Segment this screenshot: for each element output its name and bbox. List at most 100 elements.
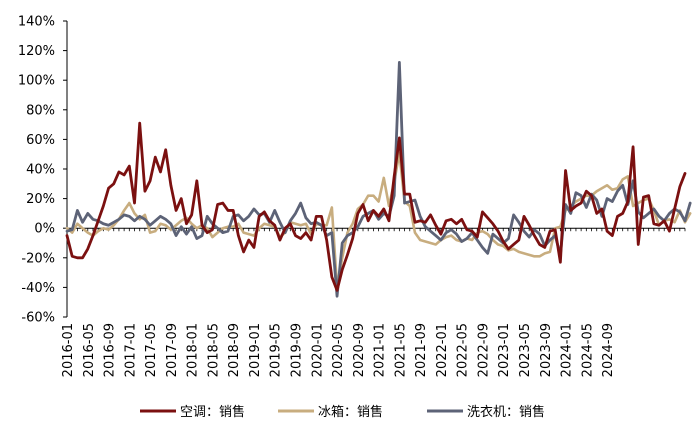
data-point <box>294 234 296 236</box>
data-point <box>346 231 348 233</box>
series-washing-machine-points <box>66 61 692 297</box>
series-refrigerator-line <box>65 151 692 289</box>
data-point <box>102 227 104 229</box>
data-point <box>679 211 681 213</box>
data-point <box>471 239 473 241</box>
data-point <box>144 218 146 220</box>
data-point <box>684 220 686 222</box>
data-point <box>580 194 582 196</box>
data-point <box>206 215 208 217</box>
data-point <box>523 215 525 217</box>
data-point <box>466 237 468 239</box>
data-point <box>310 223 312 225</box>
data-point <box>294 223 296 225</box>
data-point <box>611 200 613 202</box>
data-point <box>164 149 166 151</box>
data-point <box>481 211 483 213</box>
legend-label: 洗衣机：销售 <box>467 404 545 420</box>
data-point <box>325 239 327 241</box>
data-point <box>616 215 618 217</box>
data-point <box>627 175 629 177</box>
data-point <box>284 227 286 229</box>
data-point <box>492 233 494 235</box>
data-point <box>201 234 203 236</box>
data-point <box>180 226 182 228</box>
y-tick-label: 60% <box>26 133 55 148</box>
data-point <box>123 209 125 211</box>
data-point <box>128 165 130 167</box>
data-point <box>87 248 89 250</box>
data-point <box>611 234 613 236</box>
data-point <box>253 246 255 248</box>
data-point <box>227 209 229 211</box>
data-point <box>393 175 395 177</box>
data-point <box>590 194 592 196</box>
data-point <box>232 226 234 228</box>
data-point <box>689 202 691 204</box>
data-point <box>159 171 161 173</box>
data-point <box>450 218 452 220</box>
data-point <box>367 194 369 196</box>
data-point <box>351 237 353 239</box>
x-tick-label: 2023-09 <box>539 323 554 377</box>
data-point <box>564 169 566 171</box>
data-point <box>512 214 514 216</box>
data-point <box>222 202 224 204</box>
data-point <box>92 234 94 236</box>
data-point <box>518 251 520 253</box>
data-point <box>554 228 556 230</box>
data-point <box>227 230 229 232</box>
data-point <box>81 257 83 259</box>
data-point <box>424 226 426 228</box>
data-point <box>533 255 535 257</box>
data-point <box>632 146 634 148</box>
data-point <box>299 224 301 226</box>
data-point <box>87 212 89 214</box>
data-point <box>445 231 447 233</box>
data-point <box>341 242 343 244</box>
data-point <box>414 231 416 233</box>
legend-label: 冰箱：销售 <box>318 404 383 420</box>
data-point <box>128 202 130 204</box>
data-point <box>492 223 494 225</box>
x-tick-label: 2016-05 <box>82 323 97 377</box>
data-point <box>424 221 426 223</box>
data-point <box>190 214 192 216</box>
data-point <box>606 197 608 199</box>
x-tick-label: 2017-01 <box>123 323 138 377</box>
data-point <box>440 233 442 235</box>
data-point <box>159 215 161 217</box>
data-point <box>486 217 488 219</box>
data-point <box>175 234 177 236</box>
data-point <box>372 194 374 196</box>
data-point <box>92 218 94 220</box>
data-point <box>409 193 411 195</box>
data-point <box>190 223 192 225</box>
data-point <box>113 183 115 185</box>
data-point <box>216 227 218 229</box>
data-point <box>175 209 177 211</box>
y-tick-label: -20% <box>21 251 55 266</box>
x-tick-label: 2021-01 <box>373 323 388 377</box>
y-axis: 140% 120% 100% 80% 60% 40% 20% 0% -20% -40% -60% <box>18 15 68 326</box>
data-point <box>185 233 187 235</box>
data-point <box>305 223 307 225</box>
data-point <box>149 224 151 226</box>
data-point <box>538 255 540 257</box>
series-air-conditioner-points <box>66 122 686 292</box>
x-tick-label: 2020-05 <box>331 323 346 377</box>
data-point <box>601 187 603 189</box>
data-point <box>362 203 364 205</box>
data-point <box>585 190 587 192</box>
data-point <box>263 211 265 213</box>
data-point <box>222 231 224 233</box>
x-tick-label: 2022-01 <box>435 323 450 377</box>
data-point <box>294 212 296 214</box>
data-point <box>289 220 291 222</box>
x-tick-label: 2023-01 <box>497 323 512 377</box>
data-point <box>383 208 385 210</box>
data-point <box>658 224 660 226</box>
data-point <box>523 230 525 232</box>
data-point <box>154 220 156 222</box>
data-point <box>175 224 177 226</box>
